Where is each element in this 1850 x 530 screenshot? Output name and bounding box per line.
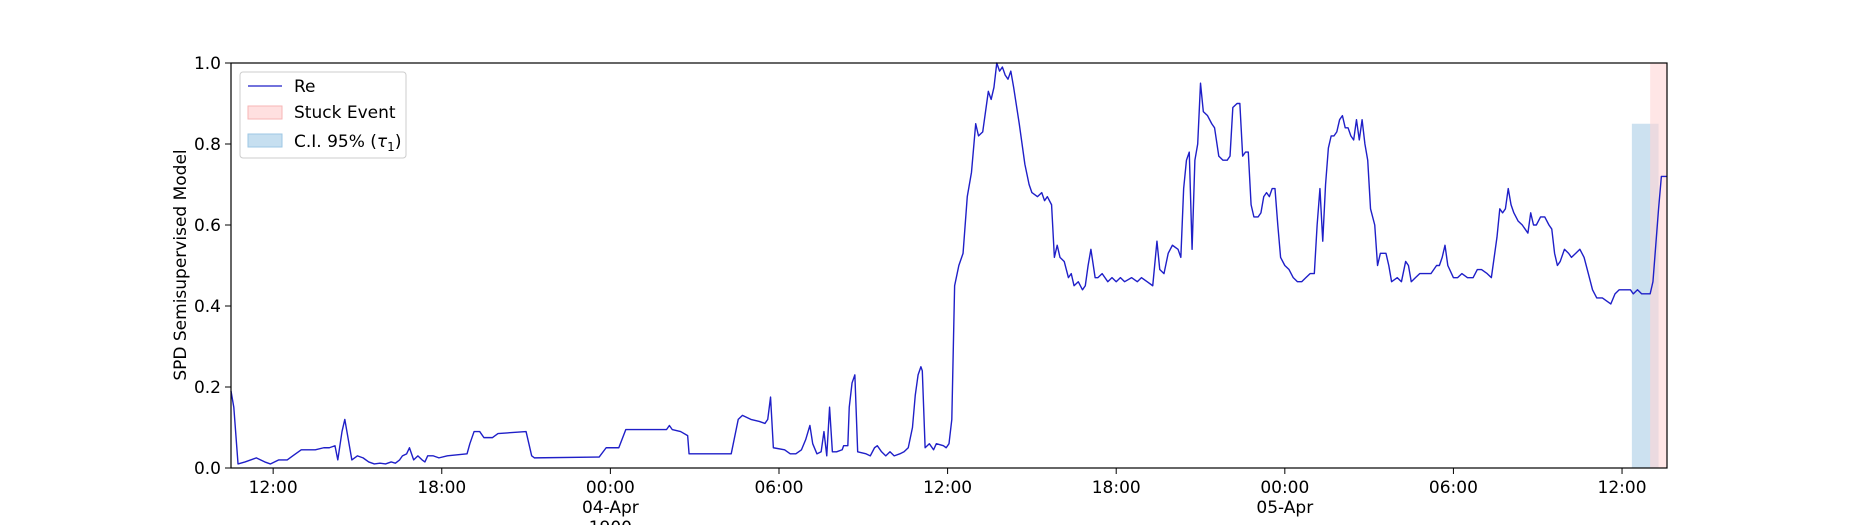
x-tick-label: 00:00: [586, 478, 635, 498]
x-tick-label: 12:00: [1598, 478, 1647, 498]
x-tick-label: 12:00: [923, 478, 972, 498]
x-tick-label: 18:00: [1092, 478, 1141, 498]
y-tick-label: 0.8: [194, 135, 221, 155]
legend-swatch-ci: [247, 133, 283, 148]
x-tick-date-label: 05-Apr: [1256, 498, 1313, 518]
series-layer: [230, 62, 1667, 465]
legend-ci-tau: τ: [377, 132, 388, 152]
y-axis-label: SPD Semisupervised Model: [171, 149, 191, 380]
x-tick-date-label: 04-Apr: [582, 498, 639, 518]
legend-label-stuck-event: Stuck Event: [294, 103, 396, 123]
plot-frame: [230, 62, 1668, 469]
y-axis: 0.0 0.2 0.4 0.6 0.8 1.0: [194, 54, 231, 479]
x-tick-label: 00:00: [1260, 478, 1309, 498]
legend-label-re: Re: [294, 77, 316, 97]
y-tick-label: 0.4: [194, 297, 221, 317]
x-axis: 12:0018:0000:0004-Apr190006:0012:0018:00…: [249, 468, 1647, 530]
legend-ci-close: ): [395, 132, 402, 152]
series-line-re: [230, 62, 1667, 465]
x-tick-label: 06:00: [754, 478, 803, 498]
y-tick-label: 0.6: [194, 216, 221, 236]
x-tick-label: 06:00: [1429, 478, 1478, 498]
y-tick-label: 1.0: [194, 54, 221, 74]
x-tick-label: 12:00: [249, 478, 298, 498]
legend: Re Stuck Event C.I. 95% (τ1): [239, 71, 407, 159]
y-tick-label: 0.0: [194, 459, 221, 479]
x-tick-year-label: 1900: [589, 518, 632, 525]
legend-swatch-stuck-event: [247, 105, 283, 120]
y-tick-label: 0.2: [194, 378, 221, 398]
x-tick-label: 18:00: [417, 478, 466, 498]
stuck-event-region: [1650, 63, 1667, 468]
legend-label-ci: C.I. 95% (τ1): [294, 132, 401, 154]
legend-ci-text: C.I. 95% (: [294, 132, 377, 152]
legend-ci-subscript: 1: [387, 140, 395, 154]
highlight-regions: [1631, 63, 1667, 468]
